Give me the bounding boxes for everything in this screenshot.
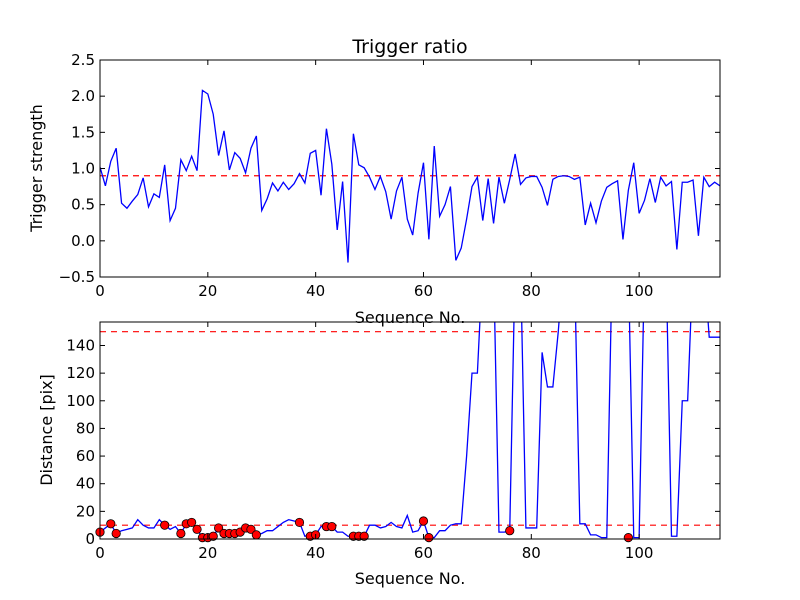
data-point-marker (111, 528, 121, 539)
y-tick-label: 140 (66, 336, 95, 354)
x-axis-label: Sequence No. (355, 569, 466, 588)
y-tick-label: 80 (76, 419, 95, 437)
data-point-marker (359, 531, 369, 541)
y-tick-label: 0.0 (71, 232, 95, 250)
series-line (100, 89, 720, 263)
x-tick-label: 80 (522, 282, 541, 300)
data-point-marker (505, 526, 515, 536)
y-tick-label: 2.0 (71, 87, 95, 105)
y-tick-label: 1.0 (71, 160, 95, 178)
data-point-marker (208, 531, 218, 541)
y-tick-label: 0.5 (71, 196, 95, 214)
y-tick-label: −0.5 (59, 268, 95, 286)
x-tick-label: 20 (198, 282, 217, 300)
data-point-marker (214, 523, 224, 533)
y-tick-label: 40 (76, 475, 95, 493)
data-point-marker (294, 517, 305, 528)
data-point-marker (187, 517, 197, 528)
y-axis-label: Trigger strength (27, 104, 46, 233)
x-tick-label: 0 (95, 282, 105, 300)
x-tick-label: 100 (625, 282, 654, 300)
x-tick-label: 100 (625, 544, 654, 562)
x-tick-label: 40 (306, 282, 325, 300)
data-point-marker (418, 516, 429, 526)
y-tick-label: 0 (85, 530, 95, 548)
plot-frame (99, 321, 721, 540)
data-point-marker (251, 530, 261, 540)
y-tick-label: 120 (66, 364, 95, 382)
x-axis-label: Sequence No. (355, 308, 466, 327)
data-point-marker (327, 521, 337, 532)
y-tick-label: 1.5 (71, 123, 95, 141)
data-point-marker (246, 524, 256, 534)
data-point-marker (192, 524, 202, 534)
ticks-group: 0 20 40 60 80 100 −0.5 0.0 0.5 1.0 1.5 2.0 2.5 (59, 51, 720, 300)
x-tick-label: 60 (414, 282, 433, 300)
data-point-marker (424, 533, 434, 543)
data-point-marker (106, 519, 116, 529)
data-point-marker (160, 520, 170, 530)
ticks-group: 0 20 40 60 80 100 0 20 40 60 80 100 120 140 (66, 322, 720, 562)
x-tick-label: 40 (306, 544, 325, 562)
y-tick-label: 20 (76, 502, 95, 520)
chart-title: Trigger ratio (351, 36, 467, 58)
distance-chart: 0 20 40 60 80 100 0 20 40 60 80 100 120 140 Sequence … (37, 321, 721, 588)
y-tick-label: 100 (66, 392, 95, 410)
y-tick-label: 60 (76, 447, 95, 465)
y-tick-label: 2.5 (71, 51, 95, 69)
x-tick-label: 80 (522, 544, 541, 562)
data-point-marker (176, 528, 186, 539)
y-axis-label: Distance [pix] (37, 374, 56, 486)
x-tick-label: 0 (95, 544, 105, 562)
data-point-marker (623, 533, 633, 543)
x-tick-label: 60 (414, 544, 433, 562)
x-tick-label: 20 (198, 544, 217, 562)
series-group (100, 89, 720, 263)
